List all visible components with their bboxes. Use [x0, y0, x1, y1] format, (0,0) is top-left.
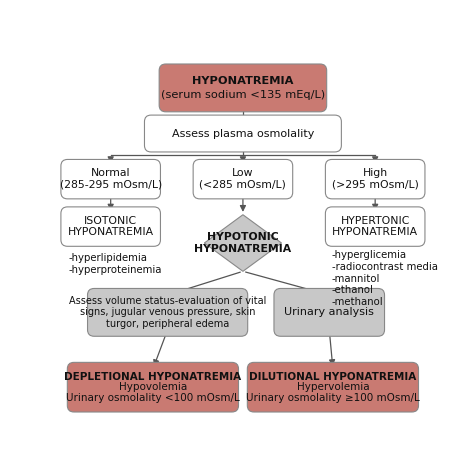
Text: High
(>295 mOsm/L): High (>295 mOsm/L)	[332, 168, 419, 190]
Text: Assess plasma osmolality: Assess plasma osmolality	[172, 128, 314, 138]
Text: Hypervolemia: Hypervolemia	[297, 382, 369, 392]
Text: HYPOTONIC
HYPONATREMIA: HYPOTONIC HYPONATREMIA	[194, 232, 292, 254]
FancyBboxPatch shape	[67, 362, 238, 412]
Text: (serum sodium <135 mEq/L): (serum sodium <135 mEq/L)	[161, 90, 325, 100]
FancyBboxPatch shape	[61, 159, 161, 199]
FancyBboxPatch shape	[325, 159, 425, 199]
Text: Urinary osmolality <100 mOsm/L: Urinary osmolality <100 mOsm/L	[66, 392, 240, 402]
Text: DILUTIONAL HYPONATREMIA: DILUTIONAL HYPONATREMIA	[249, 372, 417, 382]
Text: -hyperglicemia
-radiocontrast media
-mannitol
-ethanol
-methanol: -hyperglicemia -radiocontrast media -man…	[332, 250, 438, 307]
Text: DEPLETIONAL HYPONATREMIA: DEPLETIONAL HYPONATREMIA	[64, 372, 241, 382]
Text: HYPERTONIC
HYPONATREMIA: HYPERTONIC HYPONATREMIA	[332, 216, 418, 237]
Text: Assess volume status-evaluation of vital
signs, jugular venous pressure, skin
tu: Assess volume status-evaluation of vital…	[69, 296, 266, 329]
Polygon shape	[204, 215, 282, 271]
Text: Hypovolemia: Hypovolemia	[119, 382, 187, 392]
FancyBboxPatch shape	[61, 207, 161, 246]
FancyBboxPatch shape	[145, 115, 341, 152]
Text: Urinary osmolality ≥100 mOsm/L: Urinary osmolality ≥100 mOsm/L	[246, 392, 420, 402]
Text: ISOTONIC
HYPONATREMIA: ISOTONIC HYPONATREMIA	[68, 216, 154, 237]
FancyBboxPatch shape	[325, 207, 425, 246]
Text: -hyperlipidemia
-hyperproteinemia: -hyperlipidemia -hyperproteinemia	[68, 253, 162, 275]
Text: Low
(<285 mOsm/L): Low (<285 mOsm/L)	[200, 168, 286, 190]
Text: Normal
(285-295 mOsm/L): Normal (285-295 mOsm/L)	[60, 168, 162, 190]
FancyBboxPatch shape	[274, 289, 384, 336]
FancyBboxPatch shape	[247, 362, 419, 412]
Text: HYPONATREMIA: HYPONATREMIA	[192, 76, 293, 86]
FancyBboxPatch shape	[159, 64, 327, 112]
FancyBboxPatch shape	[88, 289, 248, 336]
Text: Urinary analysis: Urinary analysis	[284, 307, 374, 318]
FancyBboxPatch shape	[193, 159, 293, 199]
